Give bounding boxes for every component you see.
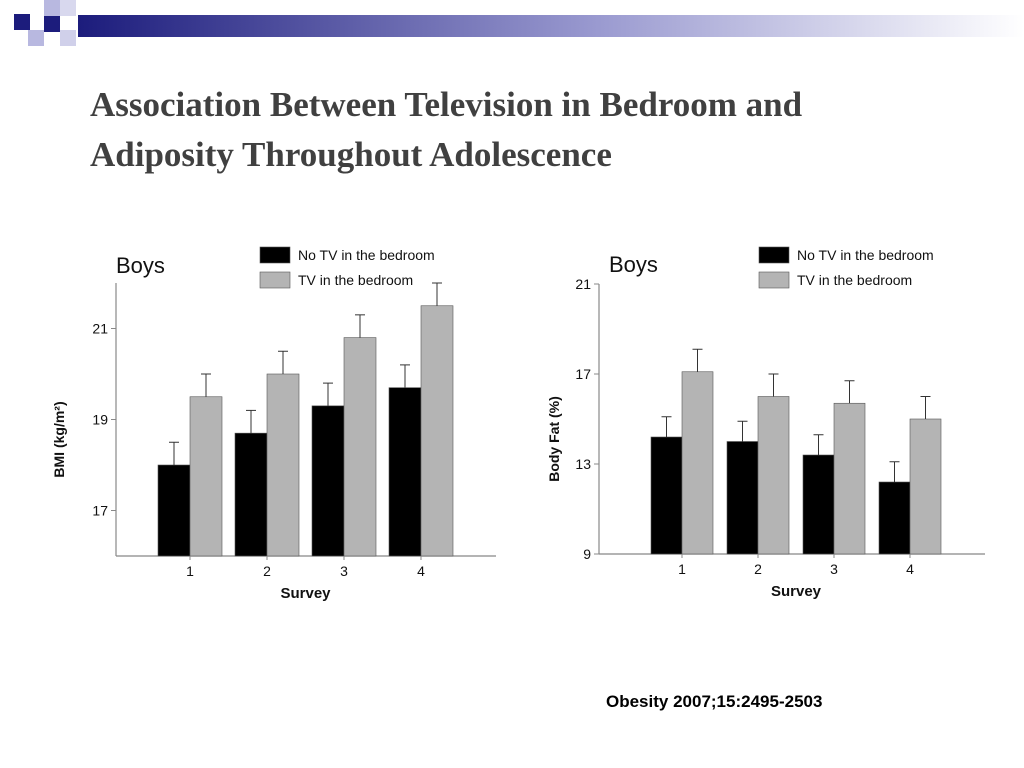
bar bbox=[234, 432, 268, 557]
x-tick-label: 4 bbox=[906, 561, 914, 577]
bar bbox=[388, 387, 422, 557]
bar bbox=[909, 418, 942, 555]
legend-swatch bbox=[758, 246, 790, 264]
bar bbox=[420, 305, 454, 557]
bar bbox=[802, 454, 835, 555]
decorative-checker-bar bbox=[0, 0, 1024, 50]
bar bbox=[189, 396, 223, 557]
y-tick-label: 17 bbox=[92, 503, 108, 519]
legend-swatch bbox=[259, 271, 291, 289]
x-tick-label: 3 bbox=[830, 561, 838, 577]
slide-title-line-1: Association Between Television in Bedroo… bbox=[90, 85, 803, 124]
bar bbox=[833, 402, 866, 555]
bar bbox=[726, 441, 759, 555]
legend-label: No TV in the bedroom bbox=[298, 247, 435, 263]
slide-title-line-2: Adiposity Throughout Adolescence bbox=[90, 135, 612, 174]
bar bbox=[878, 481, 911, 555]
y-axis-label: BMI (kg/m²) bbox=[51, 401, 67, 477]
citation: Obesity 2007;15:2495-2503 bbox=[606, 692, 823, 711]
x-tick-label: 2 bbox=[263, 563, 271, 579]
bar bbox=[343, 337, 377, 557]
x-axis-label: Survey bbox=[280, 585, 331, 602]
bar bbox=[266, 373, 300, 557]
y-tick-label: 21 bbox=[575, 276, 591, 292]
legend-label: TV in the bedroom bbox=[298, 272, 413, 288]
y-tick-label: 21 bbox=[92, 321, 108, 337]
legend-swatch bbox=[259, 246, 291, 264]
bar bbox=[311, 405, 345, 557]
bar bbox=[681, 371, 714, 555]
y-tick-label: 9 bbox=[583, 546, 591, 562]
y-tick-label: 17 bbox=[575, 366, 591, 382]
x-tick-label: 1 bbox=[678, 561, 686, 577]
legend-swatch bbox=[758, 271, 790, 289]
chart-title: Boys bbox=[609, 252, 658, 277]
x-tick-label: 2 bbox=[754, 561, 762, 577]
legend-label: No TV in the bedroom bbox=[797, 247, 934, 263]
slide-title: Association Between Television in Bedroo… bbox=[90, 80, 990, 180]
chart-title: Boys bbox=[116, 253, 165, 278]
x-tick-label: 1 bbox=[186, 563, 194, 579]
y-tick-label: 13 bbox=[575, 456, 591, 472]
x-tick-label: 3 bbox=[340, 563, 348, 579]
bar bbox=[757, 396, 790, 555]
x-axis-label: Survey bbox=[771, 583, 822, 600]
x-tick-label: 4 bbox=[417, 563, 425, 579]
legend-label: TV in the bedroom bbox=[797, 272, 912, 288]
y-tick-label: 19 bbox=[92, 412, 108, 428]
y-axis-label: Body Fat (%) bbox=[546, 396, 562, 482]
bar bbox=[157, 464, 191, 557]
bar bbox=[650, 436, 683, 555]
